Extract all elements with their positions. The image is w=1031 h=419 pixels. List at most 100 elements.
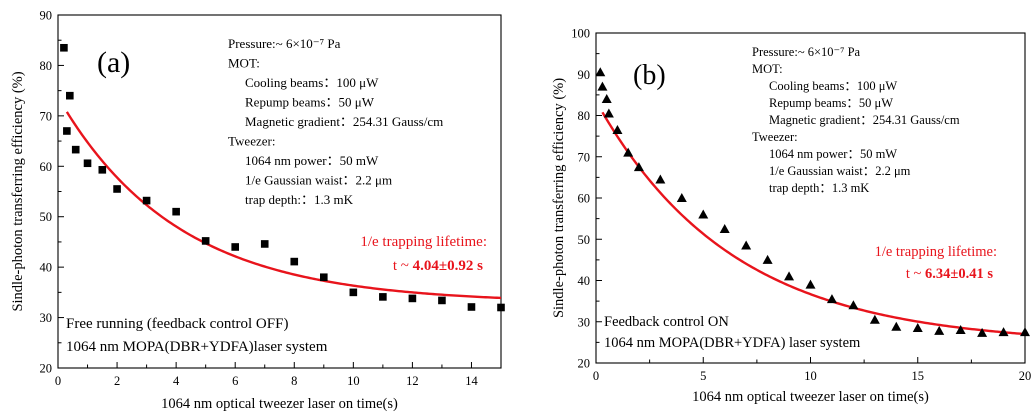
x-tick-label: 20 xyxy=(1019,369,1031,383)
parameter-text: Tweezer: xyxy=(752,130,798,144)
system-note: Feedback control ON xyxy=(604,314,729,330)
y-tick-label: 70 xyxy=(40,109,53,123)
data-point xyxy=(98,166,107,174)
x-tick-label: 8 xyxy=(291,374,297,388)
parameter-text: trap depth:：1.3 mK xyxy=(245,192,354,207)
data-point xyxy=(826,294,837,304)
y-tick-label: 60 xyxy=(40,160,53,174)
data-point xyxy=(891,321,902,331)
y-tick-label: 60 xyxy=(578,192,591,206)
lifetime-value: 4.04±0.92 s xyxy=(413,258,483,274)
x-tick-label: 10 xyxy=(804,369,817,383)
parameter-text: Cooling beams：100 μW xyxy=(769,79,897,93)
data-point xyxy=(408,294,417,303)
y-tick-label: 70 xyxy=(578,150,591,164)
data-point xyxy=(597,81,608,91)
y-axis-title: Sindle-photon transferring efficiency (%… xyxy=(551,78,567,318)
parameter-text: Repump beams：50 μW xyxy=(245,95,375,110)
data-point xyxy=(172,207,180,216)
data-point xyxy=(290,257,299,266)
data-point xyxy=(596,67,606,77)
data-point xyxy=(719,223,730,233)
x-tick-label: 12 xyxy=(406,374,419,388)
parameter-text: Pressure:~ 6×10⁻⁷ Pa xyxy=(752,45,861,59)
parameter-text: Repump beams：50 μW xyxy=(769,96,893,110)
parameter-text: MOT: xyxy=(752,62,783,76)
data-point xyxy=(934,325,945,335)
data-point xyxy=(83,159,92,168)
data-point xyxy=(633,162,644,172)
panel-label: (b) xyxy=(633,60,666,91)
y-tick-label: 40 xyxy=(578,274,591,288)
y-tick-label: 90 xyxy=(40,9,53,23)
data-point xyxy=(201,237,210,245)
data-point xyxy=(955,325,966,334)
lifetime-value-line: t ~ 6.34±0.41 s xyxy=(906,266,993,282)
x-tick-label: 0 xyxy=(55,374,61,388)
y-tick-label: 90 xyxy=(578,68,591,82)
data-point xyxy=(601,94,612,103)
y-tick-label: 50 xyxy=(40,210,53,224)
data-point xyxy=(379,293,387,301)
data-point xyxy=(63,127,71,135)
data-point xyxy=(741,240,752,250)
data-point xyxy=(784,271,795,281)
data-point xyxy=(762,254,773,264)
y-tick-label: 20 xyxy=(40,362,53,376)
y-tick-label: 80 xyxy=(578,109,591,123)
parameter-text: Cooling beams：100 μW xyxy=(245,75,379,90)
data-point xyxy=(912,322,923,332)
x-axis-title: 1064 nm optical tweezer laser on time(s) xyxy=(692,389,929,405)
data-point xyxy=(655,174,666,184)
parameter-text: Pressure:~ 6×10⁻⁷ Pa xyxy=(228,36,341,51)
data-point xyxy=(231,243,239,251)
data-point xyxy=(113,185,121,193)
exponential-fit-curve xyxy=(65,111,502,300)
y-tick-label: 80 xyxy=(40,59,53,73)
data-point xyxy=(698,209,709,219)
data-point xyxy=(977,327,988,337)
x-tick-label: 5 xyxy=(700,369,706,383)
exponential-fit-curve xyxy=(601,111,1026,336)
system-note: 1064 nm MOPA(DBR+YDFA)laser system xyxy=(66,339,328,355)
x-tick-label: 2 xyxy=(114,374,120,388)
x-tick-label: 15 xyxy=(912,369,925,383)
chart-panel-b: 0 5 10 15 20 20 30 40 50 60 70 80 90 100 1064 nm optic… xyxy=(551,27,1031,406)
data-point xyxy=(623,147,634,157)
lifetime-label: 1/e trapping lifetime: xyxy=(360,234,487,250)
parameter-text: 1/e Gaussian waist：2.2 μm xyxy=(769,164,911,178)
parameter-text: trap depth：1.3 mK xyxy=(769,181,869,195)
data-point xyxy=(869,314,880,324)
lifetime-prefix: t ~ xyxy=(393,258,413,274)
y-tick-label: 20 xyxy=(578,357,591,371)
chart-panel-a: 0 2 4 6 8 10 12 14 20 30 40 50 60 70 80 90 1064 nm optic… xyxy=(10,9,505,412)
system-note: 1064 nm MOPA(DBR+YDFA) laser system xyxy=(604,335,861,351)
data-point xyxy=(998,327,1009,337)
data-point xyxy=(612,124,623,134)
x-tick-label: 10 xyxy=(347,374,360,388)
lifetime-value: 6.34±0.41 s xyxy=(925,266,993,282)
x-tick-label: 6 xyxy=(232,374,238,388)
data-layer xyxy=(60,43,505,312)
x-tick-label: 0 xyxy=(593,369,599,383)
data-layer xyxy=(596,67,1030,337)
panel-label: (a) xyxy=(97,46,130,79)
data-point xyxy=(320,273,328,282)
parameter-text: 1064 nm power：50 mW xyxy=(769,147,897,161)
y-tick-label: 50 xyxy=(578,233,591,247)
data-point xyxy=(438,296,446,305)
data-point xyxy=(142,196,151,205)
data-point xyxy=(60,43,68,52)
y-tick-label: 40 xyxy=(40,261,53,275)
x-axis-title: 1064 nm optical tweezer laser on time(s) xyxy=(161,396,398,412)
data-point xyxy=(1020,327,1030,337)
data-point xyxy=(349,288,358,297)
lifetime-prefix: t ~ xyxy=(906,266,925,282)
lifetime-label: 1/e trapping lifetime: xyxy=(875,244,997,260)
parameter-text: 1064 nm power：50 mW xyxy=(245,153,379,168)
x-tick-label: 14 xyxy=(465,374,478,388)
y-axis-title: Sindle-photon transferring efficiency (%… xyxy=(10,71,26,311)
x-tick-label: 4 xyxy=(173,374,180,388)
